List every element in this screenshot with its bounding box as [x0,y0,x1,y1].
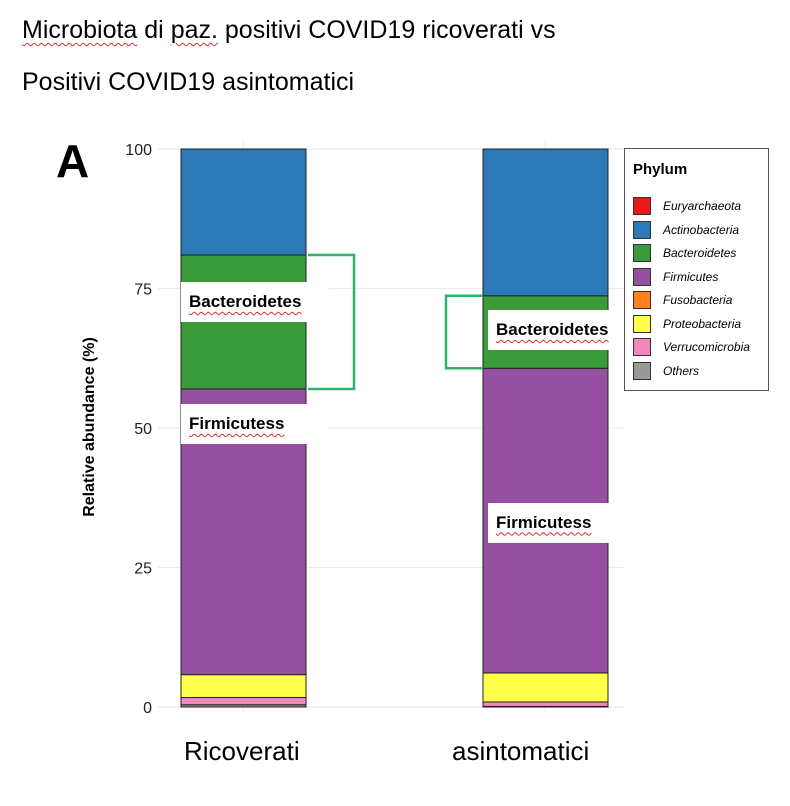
y-tick-label: 50 [134,421,152,438]
legend-item-bacteroidetes: Bacteroidetes [633,243,736,263]
legend-label: Actinobacteria [663,222,740,237]
legend-label: Fusobacteria [663,293,733,307]
legend-label: Verrucomicrobia [663,340,750,354]
title-text: di [137,16,171,44]
brackets [308,253,483,391]
title-word-paz: paz. [170,16,218,44]
legend-item-others: Others [633,361,699,381]
bar-segment-proteobacteria [482,672,609,703]
annotation-bacteroidetes: Bacteroidetes [488,310,636,351]
y-tick-label: 100 [125,142,152,159]
bar-segment-verrucomicrobia [482,701,609,707]
legend-item-firmicutes: Firmicutes [633,267,718,287]
legend-item-verrucomicrobia: Verrucomicrobia [633,337,750,357]
x-category-ricoverati: Ricoverati [184,736,300,766]
legend-swatch [633,197,651,215]
legend-title: Phylum [633,161,688,178]
legend-label: Bacteroidetes [663,246,737,260]
y-tick-label: 25 [134,561,152,578]
title-word-asintomatici: asintomatici [222,68,355,96]
legend-swatch [633,314,651,333]
title-word-ricoverati: ricoverati [422,16,524,44]
annotation-text: Firmicutess [189,413,285,433]
legend-swatch [633,244,651,262]
legend-swatch [633,220,651,239]
legend-item-fusobacteria: Fusobacteria [633,290,732,310]
bar-segment-bacteroidetes [180,254,307,390]
annotation-text: Bacteroidetes [189,291,302,311]
legend-swatch [633,361,651,380]
bar-segment-verrucomicrobia [180,697,307,706]
bar-segment-actinobacteria [482,148,609,297]
panel-letter: A [56,135,90,187]
title-line-2: Positivi COVID19 asintomatici [22,68,354,97]
legend-item-actinobacteria: Actinobacteria [633,220,739,240]
y-axis-ticks: 0 25 50 75 100 [125,142,152,717]
bar-segment-actinobacteria [180,148,307,256]
annotation-firmicutess: Firmicutess [181,403,329,444]
annotation-bacteroidetes: Bacteroidetes [181,281,329,322]
title-text: positivi COVID19 [217,16,423,44]
annotation-firmicutess: Firmicutess [488,502,612,543]
title-text: vs [523,16,556,44]
bracket-asintomatici [444,294,483,370]
legend-label: Proteobacteria [663,316,742,331]
legend-label: Firmicutes [663,269,719,284]
y-tick-label: 0 [143,700,152,717]
legend-label: Others [663,363,700,378]
legend-swatch [633,338,651,356]
legend-label: Euryarchaeota [663,199,742,213]
bar-segment-proteobacteria [180,674,307,699]
title-word-microbiota: Microbiota [22,16,138,44]
title-line-1: Microbiota di paz. positivi COVID19 rico… [22,16,556,45]
legend-swatch [633,267,651,286]
legend-item-euryarchaeota: Euryarchaeota [633,196,741,216]
legend-item-proteobacteria: Proteobacteria [633,314,741,334]
annotation-text: Firmicutess [496,512,592,532]
legend: Phylum Euryarchaeota Actinobacteria Bacter… [624,148,769,391]
annotation-text: Bacteroidetes [496,320,609,340]
y-axis-label: Relative abundance (%) [81,337,98,517]
legend-swatch [633,291,651,309]
bracket-ricoverati [308,253,356,391]
title-text: Positivi COVID19 [22,68,223,96]
y-tick-label: 75 [134,282,152,299]
x-category-asintomatici: asintomatici [452,736,590,766]
